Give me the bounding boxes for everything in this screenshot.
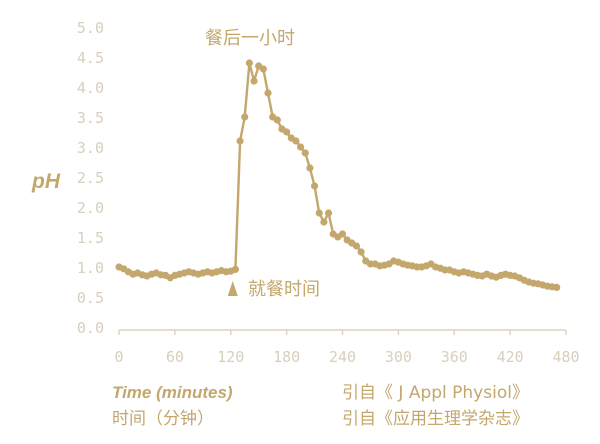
data-point: [236, 137, 244, 145]
x-axis-label-en: Time (minutes): [112, 383, 233, 402]
data-point: [324, 209, 333, 217]
data-point: [245, 59, 253, 67]
data-point: [553, 283, 561, 291]
x-tick-label: 480: [552, 348, 579, 366]
annotation-meal-start: 就餐时间: [248, 279, 320, 300]
data-point: [315, 209, 323, 217]
data-point: [292, 137, 300, 145]
meal-time-marker: [227, 281, 238, 296]
data-point: [273, 116, 281, 124]
x-tick-label: 240: [329, 348, 356, 366]
x-tick-label: 0: [114, 348, 123, 366]
data-point: [231, 265, 240, 273]
data-point: [306, 164, 314, 172]
y-axis-label: pH: [31, 170, 61, 193]
y-tick-label: 4.0: [77, 79, 104, 97]
data-point: [338, 230, 347, 238]
data-point: [283, 128, 291, 136]
y-tick-label: 0.5: [77, 289, 104, 307]
data-point: [296, 143, 305, 151]
x-tick-label: 420: [497, 348, 524, 366]
data-point: [250, 77, 258, 85]
y-tick-label: 5.0: [77, 19, 104, 37]
ph-series-line: [118, 62, 557, 289]
annotation-one-hour-after: 餐后一小时: [205, 28, 295, 49]
y-tick-label: 0.0: [77, 319, 104, 337]
x-tick-label: 360: [441, 348, 468, 366]
x-axis-label-cn: 时间（分钟）: [112, 409, 214, 429]
y-tick-label: 3.0: [77, 139, 104, 157]
y-axis-ticks: 0.0 0.5 1.0 1.5 2.0 2.5 3.0 3.5 4.0 4.5 5.0: [77, 19, 104, 337]
data-point: [264, 89, 272, 97]
source-label-en: 引自《 J Appl Physiol》: [342, 383, 529, 403]
y-tick-label: 2.0: [77, 199, 104, 217]
y-tick-label: 4.5: [77, 49, 104, 67]
x-axis-ticks: 0 60 120 180 240 300 360 420 480: [114, 348, 579, 366]
source-label-cn: 引自《应用生理学杂志》: [342, 409, 529, 429]
data-point: [357, 248, 365, 256]
y-tick-label: 1.0: [77, 259, 104, 277]
data-point: [259, 65, 267, 73]
x-axis-tick-marks: [118, 330, 567, 335]
x-tick-label: 180: [273, 348, 300, 366]
x-tick-label: 120: [217, 348, 244, 366]
x-tick-label: 60: [166, 348, 184, 366]
y-tick-label: 3.5: [77, 109, 104, 127]
data-point: [241, 113, 249, 121]
x-tick-label: 300: [385, 348, 412, 366]
y-tick-label: 1.5: [77, 229, 104, 247]
data-point: [352, 242, 361, 250]
ph-series-points: [115, 59, 561, 291]
data-point: [320, 218, 328, 226]
y-tick-label: 2.5: [77, 169, 104, 187]
data-point: [310, 182, 319, 190]
data-point: [301, 149, 309, 157]
